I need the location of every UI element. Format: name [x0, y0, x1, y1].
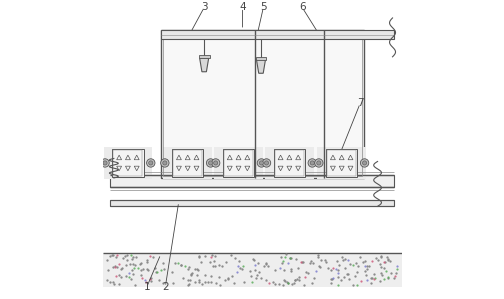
- Bar: [173, 150, 202, 176]
- Bar: [161, 30, 394, 39]
- Circle shape: [214, 161, 218, 165]
- Bar: [113, 150, 143, 176]
- Bar: [163, 32, 362, 176]
- Bar: [327, 150, 356, 176]
- Bar: [223, 149, 254, 177]
- Circle shape: [262, 159, 271, 167]
- Bar: [110, 200, 394, 206]
- Circle shape: [212, 159, 220, 167]
- Text: 7: 7: [357, 98, 363, 108]
- Circle shape: [360, 159, 369, 167]
- Bar: [172, 149, 204, 177]
- Bar: [163, 147, 212, 179]
- Bar: [112, 149, 144, 177]
- Circle shape: [163, 161, 167, 165]
- Circle shape: [209, 161, 213, 165]
- Bar: [103, 147, 152, 179]
- Circle shape: [147, 159, 155, 167]
- Bar: [199, 55, 210, 58]
- Bar: [274, 149, 305, 177]
- Bar: [275, 150, 304, 176]
- Bar: [265, 147, 314, 179]
- Bar: [102, 253, 402, 287]
- Circle shape: [207, 159, 215, 167]
- Circle shape: [257, 159, 266, 167]
- Circle shape: [317, 161, 321, 165]
- Circle shape: [314, 159, 323, 167]
- Bar: [224, 150, 253, 176]
- Text: 3: 3: [201, 2, 208, 13]
- Polygon shape: [200, 58, 209, 72]
- Bar: [161, 30, 364, 178]
- Text: 2: 2: [162, 282, 169, 292]
- Circle shape: [149, 161, 153, 165]
- Circle shape: [103, 161, 107, 165]
- Text: 1: 1: [144, 282, 150, 292]
- Circle shape: [265, 161, 269, 165]
- Circle shape: [260, 161, 264, 165]
- Bar: [110, 175, 394, 187]
- Circle shape: [161, 159, 169, 167]
- Text: 5: 5: [260, 2, 267, 13]
- Circle shape: [308, 159, 317, 167]
- Bar: [318, 147, 366, 179]
- Circle shape: [101, 159, 109, 167]
- Text: 6: 6: [299, 2, 305, 13]
- Circle shape: [310, 161, 314, 165]
- Bar: [256, 57, 266, 60]
- Text: 4: 4: [239, 2, 246, 13]
- Bar: [326, 149, 357, 177]
- Polygon shape: [257, 60, 266, 73]
- Bar: [214, 147, 263, 179]
- Circle shape: [362, 161, 367, 165]
